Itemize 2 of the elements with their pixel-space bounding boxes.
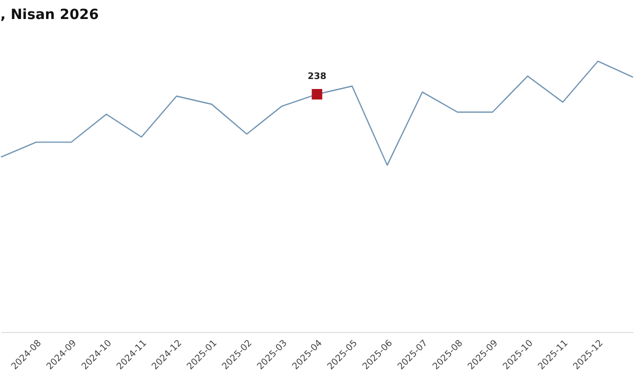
chart-title: , Nisan 2026 xyxy=(0,7,99,23)
annotation: 238 xyxy=(308,72,326,82)
